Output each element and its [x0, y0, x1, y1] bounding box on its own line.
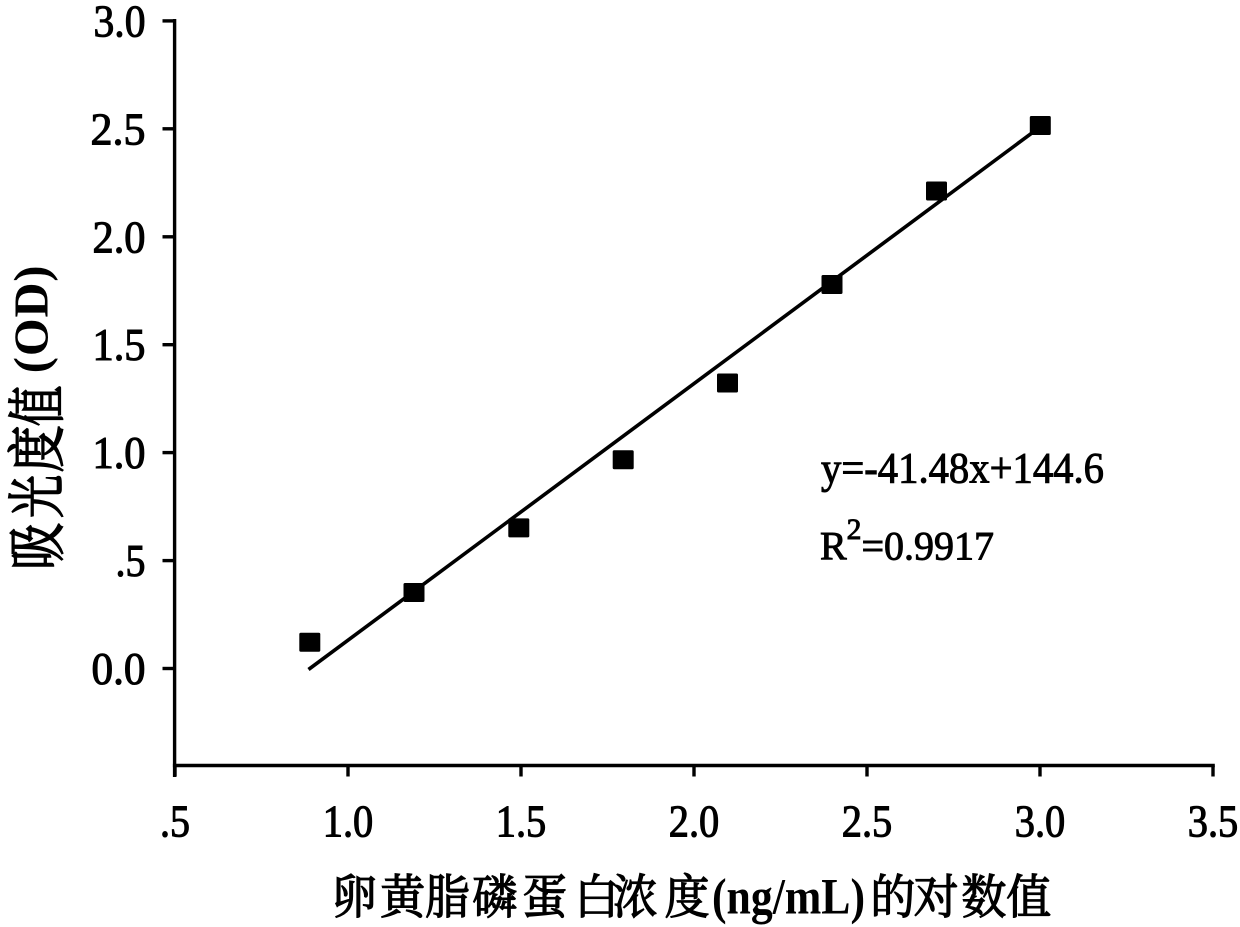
svg-text:3.0: 3.0	[1015, 797, 1066, 847]
svg-text:0.0: 0.0	[92, 644, 146, 694]
svg-text:1.0: 1.0	[323, 797, 374, 847]
svg-text:1.0: 1.0	[93, 428, 146, 478]
svg-text:(OD): (OD)	[6, 265, 59, 374]
svg-text:3.5: 3.5	[1188, 797, 1239, 847]
svg-text:1.5: 1.5	[93, 320, 146, 370]
svg-text:2.0: 2.0	[93, 212, 146, 262]
svg-text:.5: .5	[160, 797, 190, 847]
svg-text:(ng/mL): (ng/mL)	[712, 870, 865, 926]
svg-text:1.5: 1.5	[496, 797, 547, 847]
svg-text:3.0: 3.0	[94, 0, 146, 46]
svg-text:2.5: 2.5	[842, 797, 893, 847]
svg-text:.5: .5	[116, 536, 146, 586]
svg-text:2.0: 2.0	[669, 797, 720, 847]
svg-text:R2=0.9917: R2=0.9917	[820, 513, 994, 569]
svg-text:y=-41.48x+144.6: y=-41.48x+144.6	[821, 445, 1104, 493]
svg-text:2.5: 2.5	[91, 104, 146, 154]
